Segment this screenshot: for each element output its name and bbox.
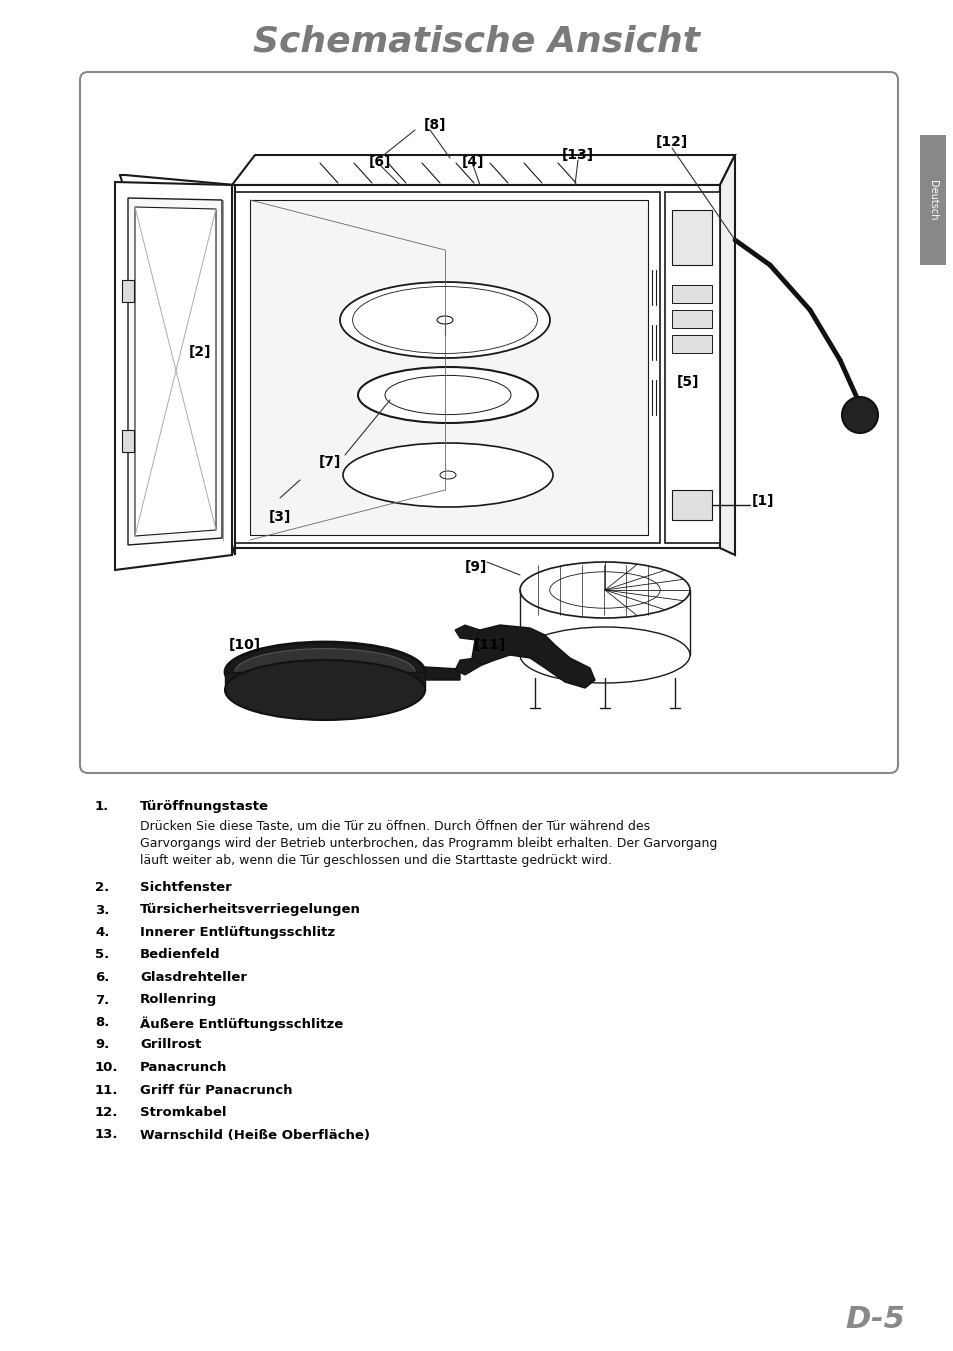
Text: Deutsch: Deutsch [927,180,937,220]
Text: Sichtfenster: Sichtfenster [140,881,232,894]
Bar [234,192,659,543]
Polygon shape [128,199,222,544]
Bar [122,280,133,303]
Bar [671,490,711,520]
Text: 3.: 3. [95,904,110,916]
Text: D-5: D-5 [844,1305,904,1335]
Polygon shape [472,626,595,688]
Text: Innerer Entlüftungsschlitz: Innerer Entlüftungsschlitz [140,925,335,939]
Polygon shape [232,155,734,185]
Ellipse shape [385,376,511,415]
Text: Grillrost: Grillrost [140,1039,201,1051]
Bar [232,185,720,549]
Ellipse shape [234,648,415,696]
Text: [10]: [10] [229,638,261,653]
Text: Bedienfeld: Bedienfeld [140,948,220,962]
Polygon shape [115,182,232,570]
Text: Schematische Ansicht: Schematische Ansicht [253,26,700,59]
Text: 6.: 6. [95,971,110,984]
Text: [11]: [11] [474,638,506,653]
Ellipse shape [353,286,537,354]
Ellipse shape [439,471,456,480]
Text: [7]: [7] [318,455,341,469]
Bar [250,200,647,535]
Text: Äußere Entlüftungsschlitze: Äußere Entlüftungsschlitze [140,1016,343,1031]
Text: Türöffnungstaste: Türöffnungstaste [140,800,269,813]
Ellipse shape [225,661,424,720]
Polygon shape [720,155,734,555]
Text: [6]: [6] [369,155,391,169]
Polygon shape [455,658,481,676]
Ellipse shape [225,642,424,703]
Text: 8.: 8. [95,1016,110,1029]
Ellipse shape [436,316,453,324]
Ellipse shape [519,562,689,617]
Text: 12.: 12. [95,1106,118,1119]
Ellipse shape [519,627,689,684]
Ellipse shape [841,397,877,434]
Bar [671,335,711,353]
Polygon shape [225,671,424,690]
Text: Warnschild (Heiße Oberfläche): Warnschild (Heiße Oberfläche) [140,1128,370,1142]
Bar [122,430,133,453]
FancyBboxPatch shape [80,72,897,773]
Text: läuft weiter ab, wenn die Tür geschlossen und die Starttaste gedrückt wird.: läuft weiter ab, wenn die Tür geschlosse… [140,854,611,867]
Bar [671,285,711,303]
Text: [13]: [13] [561,149,594,162]
Bar [664,192,720,543]
Text: 5.: 5. [95,948,110,962]
Bar [671,209,711,265]
Bar [671,309,711,328]
Text: [3]: [3] [269,509,291,524]
Polygon shape [120,176,234,555]
Text: Drücken Sie diese Taste, um die Tür zu öffnen. Durch Öffnen der Tür während des: Drücken Sie diese Taste, um die Tür zu ö… [140,820,649,834]
Text: 7.: 7. [95,993,110,1006]
Polygon shape [455,626,479,640]
Text: [5]: [5] [676,376,699,389]
Text: Rollenring: Rollenring [140,993,217,1006]
Text: Stromkabel: Stromkabel [140,1106,226,1119]
Text: [8]: [8] [423,118,446,132]
Text: [2]: [2] [189,345,211,359]
Text: Panacrunch: Panacrunch [140,1061,227,1074]
Text: 4.: 4. [95,925,110,939]
Text: 13.: 13. [95,1128,118,1142]
Text: [1]: [1] [751,494,774,508]
Text: Türsicherheitsverriegelungen: Türsicherheitsverriegelungen [140,904,360,916]
Ellipse shape [343,443,553,507]
Text: 10.: 10. [95,1061,118,1074]
Text: Garvorgangs wird der Betrieb unterbrochen, das Programm bleibt erhalten. Der Gar: Garvorgangs wird der Betrieb unterbroche… [140,838,717,850]
Text: Griff für Panacrunch: Griff für Panacrunch [140,1084,293,1097]
Text: 2.: 2. [95,881,110,894]
Text: [12]: [12] [655,135,687,149]
Text: [9]: [9] [464,561,487,574]
Polygon shape [135,207,215,536]
Ellipse shape [339,282,550,358]
Text: 1.: 1. [95,800,110,813]
Bar [919,135,945,265]
Text: 11.: 11. [95,1084,118,1097]
Text: [4]: [4] [461,155,484,169]
Text: Glasdrehteller: Glasdrehteller [140,971,247,984]
Ellipse shape [357,367,537,423]
Polygon shape [424,667,459,680]
Text: 9.: 9. [95,1039,110,1051]
